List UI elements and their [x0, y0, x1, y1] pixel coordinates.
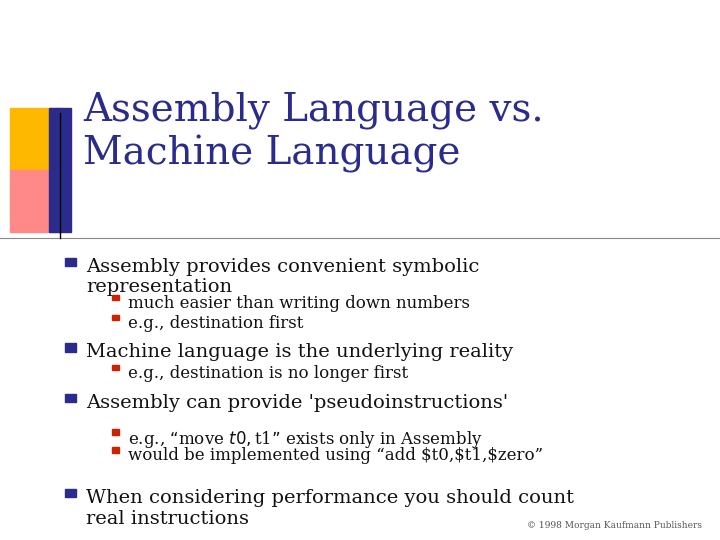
Text: Assembly provides convenient symbolic
representation: Assembly provides convenient symbolic re… [86, 258, 480, 296]
Text: e.g., destination first: e.g., destination first [128, 315, 304, 332]
Text: much easier than writing down numbers: much easier than writing down numbers [128, 295, 470, 312]
Bar [112, 364, 119, 370]
Bar [10, 108, 62, 170]
Bar [112, 295, 119, 300]
Bar [10, 170, 62, 232]
Bar [65, 394, 76, 402]
Text: e.g., “move $t0, $t1” exists only in Assembly: e.g., “move $t0, $t1” exists only in Ass… [128, 429, 483, 450]
Bar [112, 315, 119, 320]
Text: Machine language is the underlying reality: Machine language is the underlying reali… [86, 343, 513, 361]
Text: would be implemented using “add $t0,$t1,$zero”: would be implemented using “add $t0,$t1,… [128, 447, 544, 464]
Bar [49, 108, 71, 232]
Text: Assembly can provide 'pseudoinstructions': Assembly can provide 'pseudoinstructions… [86, 394, 508, 411]
Bar [112, 447, 119, 453]
Text: Assembly Language vs.
Machine Language: Assembly Language vs. Machine Language [83, 92, 544, 173]
Bar [65, 489, 76, 497]
Bar [65, 343, 76, 352]
Bar [65, 258, 76, 266]
Text: e.g., destination is no longer first: e.g., destination is no longer first [128, 364, 408, 381]
Bar [112, 429, 119, 435]
Text: © 1998 Morgan Kaufmann Publishers: © 1998 Morgan Kaufmann Publishers [527, 521, 702, 530]
Text: When considering performance you should count
real instructions: When considering performance you should … [86, 489, 575, 528]
